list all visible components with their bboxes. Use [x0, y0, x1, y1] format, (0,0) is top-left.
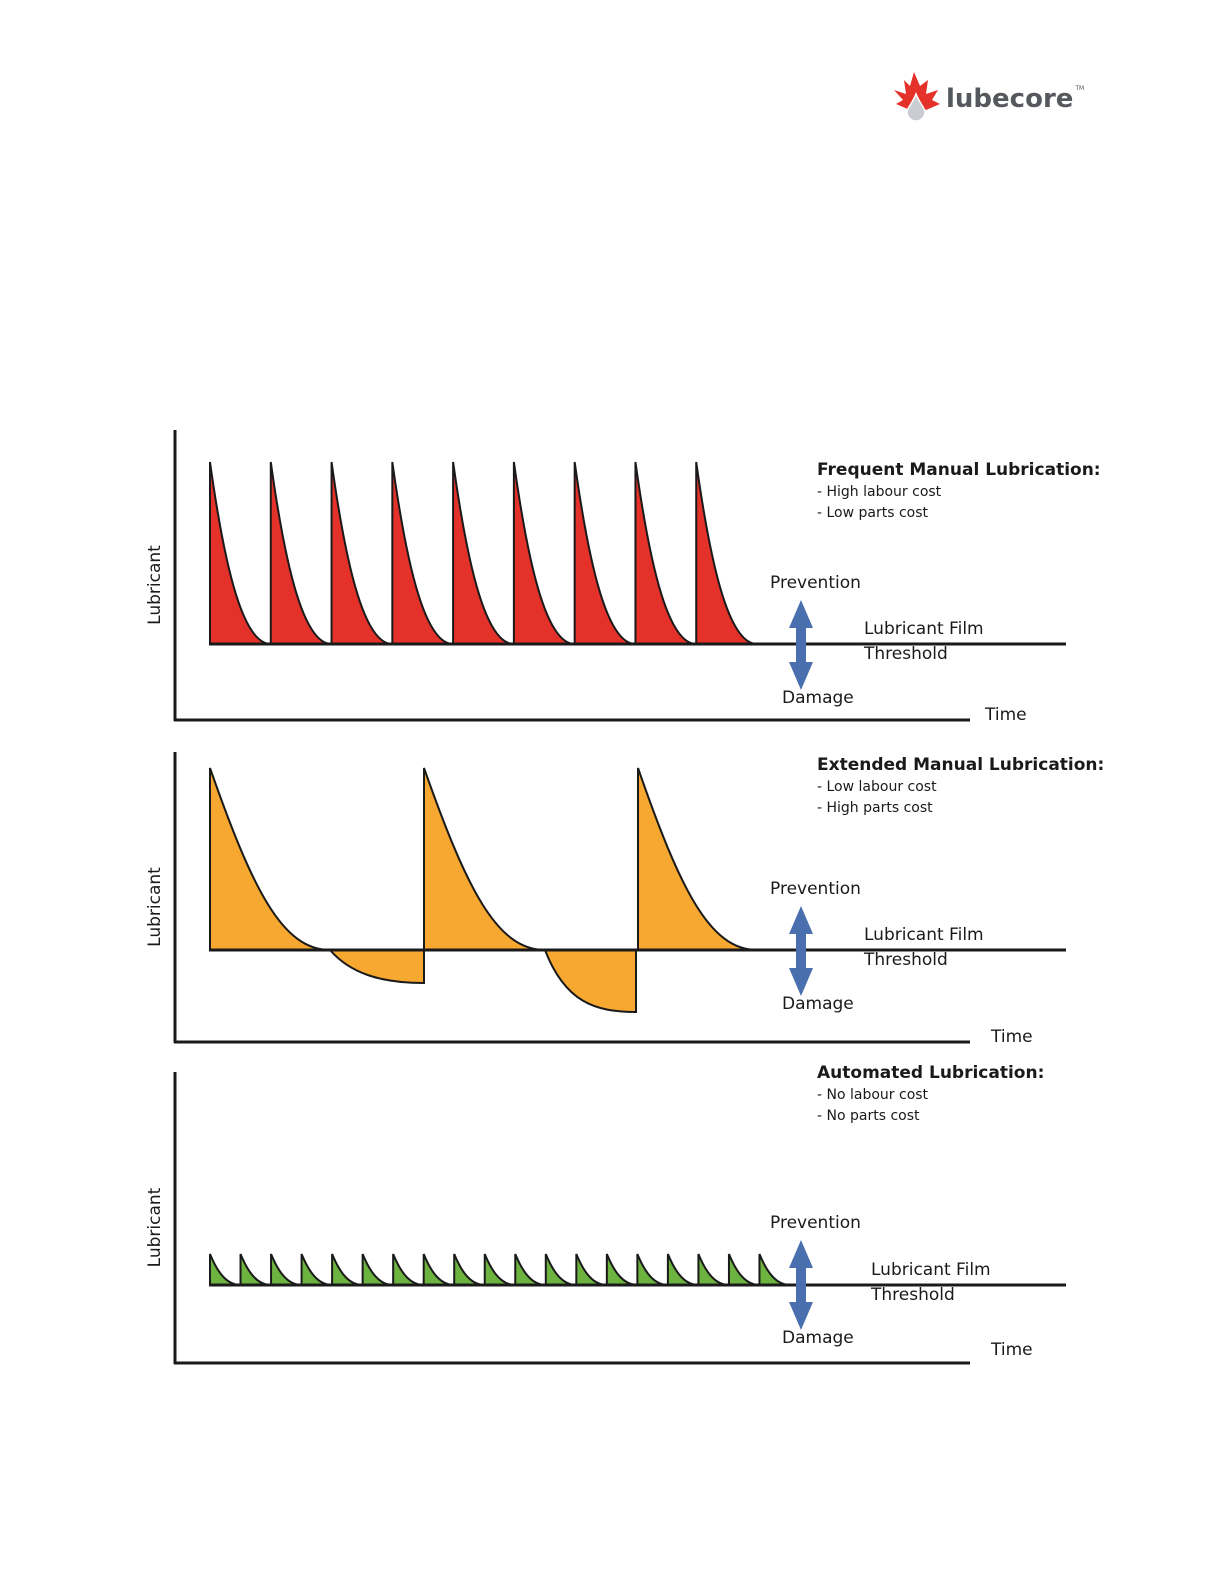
y-axis-label: Lubricant [145, 545, 165, 625]
lubricant-cycle [695, 461, 758, 645]
x-axis-label: Time [984, 705, 1027, 725]
prevention-label: Prevention [770, 573, 861, 593]
lubricant-cycle [544, 1253, 577, 1286]
x-axis-label: Time [990, 1027, 1033, 1047]
lubricant-cycle [575, 1253, 607, 1286]
threshold-label-line2: Threshold [870, 1285, 955, 1305]
lubricant-cycle [391, 461, 454, 645]
panel-2: Extended Manual Lubrication: - Low labour… [145, 752, 1104, 1047]
panel-1: Frequent Manual Lubrication: - High labou… [145, 430, 1101, 725]
prevention-label: Prevention [770, 879, 861, 899]
lubricant-cycle [634, 461, 697, 645]
y-axis-label: Lubricant [145, 867, 165, 947]
damage-deficit [327, 949, 425, 985]
lubricant-cycle [637, 767, 758, 951]
lubricant-cycle [209, 767, 331, 951]
damage-label: Damage [782, 1328, 854, 1348]
logo-trademark: TM [1074, 85, 1084, 92]
damage-label: Damage [782, 994, 854, 1014]
oil-drop-icon [906, 91, 926, 122]
lubricant-cycle [423, 767, 546, 951]
prevention-label: Prevention [770, 1213, 861, 1233]
lubricant-cycle [361, 1253, 394, 1286]
threshold-label-line1: Lubricant Film [871, 1260, 991, 1280]
lubricant-cycle [209, 1253, 241, 1286]
lubricant-cycle [483, 1253, 516, 1286]
damage-deficit [543, 949, 637, 1014]
parts-cost-text: - High parts cost [817, 800, 933, 816]
threshold-label-line1: Lubricant Film [864, 925, 984, 945]
prevention-damage-arrow-icon [789, 906, 813, 996]
lubricant-cycle [239, 1253, 272, 1286]
lubricant-cycle [605, 1253, 638, 1286]
lubricant-cycle [331, 1253, 363, 1286]
prevention-damage-arrow-icon [789, 1240, 813, 1330]
lubricant-cycle [300, 1253, 333, 1286]
threshold-label-line2: Threshold [863, 950, 948, 970]
panel-title: Extended Manual Lubrication: [817, 755, 1104, 775]
lubricant-cycle [330, 461, 393, 645]
lubricant-cycle [392, 1253, 424, 1286]
lubricant-cycle [636, 1253, 668, 1286]
lubricant-cycle [512, 461, 575, 645]
logo-text: lubecore [946, 84, 1073, 114]
lubecore-logo: lubecore TM [894, 72, 1084, 122]
x-axis-label: Time [990, 1340, 1033, 1360]
lubricant-cycle [727, 1253, 760, 1286]
labour-cost-text: - No labour cost [817, 1087, 929, 1103]
lubricant-cycle [697, 1253, 730, 1286]
lubricant-cycle [573, 461, 636, 645]
labour-cost-text: - High labour cost [817, 484, 942, 500]
y-axis-label: Lubricant [145, 1187, 165, 1267]
threshold-label-line1: Lubricant Film [864, 619, 984, 639]
parts-cost-text: - No parts cost [817, 1108, 920, 1124]
lubricant-cycle [269, 461, 332, 645]
lubricant-cycle [422, 1253, 455, 1286]
panel-title: Frequent Manual Lubrication: [817, 460, 1101, 480]
labour-cost-text: - Low labour cost [817, 779, 937, 795]
panel-title: Automated Lubrication: [817, 1063, 1044, 1083]
threshold-label-line2: Threshold [863, 644, 948, 664]
maple-leaf-icon [894, 72, 940, 110]
lubricant-cycle [666, 1253, 699, 1286]
lubricant-cycle [452, 461, 514, 645]
prevention-damage-arrow-icon [789, 600, 813, 690]
lubricant-cycle [514, 1253, 546, 1286]
lubricant-cycle [209, 461, 271, 645]
damage-label: Damage [782, 688, 854, 708]
lubricant-cycle [758, 1253, 791, 1286]
parts-cost-text: - Low parts cost [817, 505, 929, 521]
lubricant-cycle [270, 1253, 302, 1286]
lubricant-cycle [453, 1253, 485, 1286]
panel-3: Automated Lubrication: - No labour cost - … [145, 1063, 1066, 1365]
